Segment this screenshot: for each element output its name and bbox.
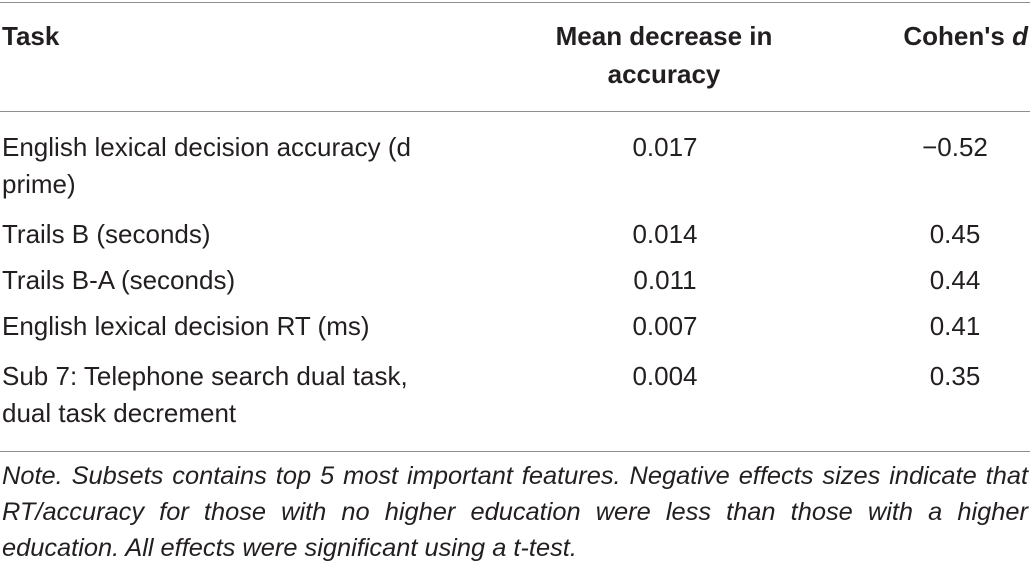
table-row-0-task: English lexical decision accuracy (d pri… — [2, 132, 411, 199]
table-row-4-task: Sub 7: Telephone search dual task, dual … — [2, 361, 408, 428]
table-row-2-task: Trails B-A (seconds) — [2, 265, 236, 295]
table-row-1-task: Trails B (seconds) — [2, 219, 211, 249]
table-row-1-d: 0.45 — [929, 219, 981, 249]
header-task: Task — [2, 21, 60, 51]
header-cohens-d: Cohen's d — [880, 17, 1028, 55]
table-row-3-mean: 0.007 — [632, 311, 698, 341]
table-row-2-d: 0.44 — [929, 265, 981, 295]
header-cohens-d-italic: d — [1012, 21, 1028, 51]
table-row-1-mean: 0.014 — [632, 219, 698, 249]
table-row-3-task: English lexical decision RT (ms) — [2, 311, 370, 341]
header-cohens-prefix: Cohen's — [903, 21, 1013, 51]
table-top-rule — [0, 2, 1030, 3]
table-row-4-mean: 0.004 — [632, 361, 698, 391]
table-bottom-rule — [0, 451, 1030, 452]
table-header-rule — [0, 111, 1030, 112]
table-row-3-d: 0.41 — [929, 311, 981, 341]
table-row-4-d: 0.35 — [929, 361, 981, 391]
table-row-0-d: −0.52 — [922, 132, 988, 162]
table-row-0-mean: 0.017 — [632, 132, 698, 162]
table-row-2-mean: 0.011 — [633, 265, 697, 295]
table-note: Note. Subsets contains top 5 most import… — [2, 462, 1028, 562]
header-mean-decrease: Mean decrease in accuracy — [555, 21, 773, 89]
